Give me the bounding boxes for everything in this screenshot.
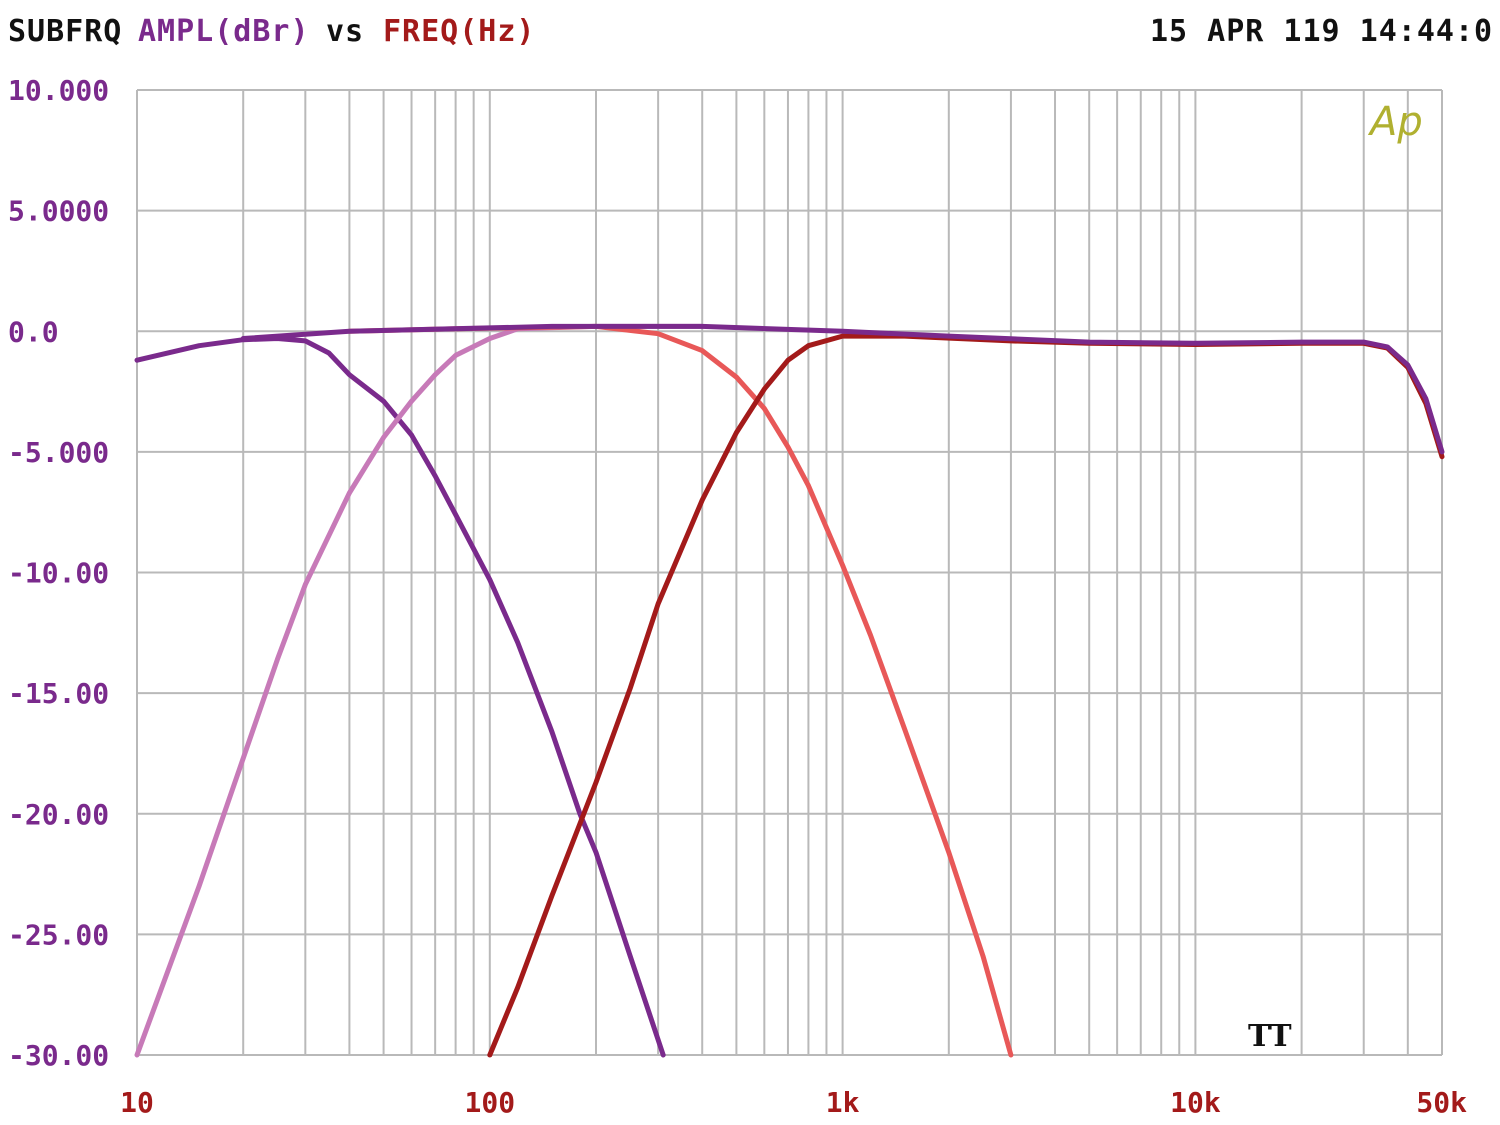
- x-tick-label: 1k: [826, 1086, 860, 1119]
- series-line-5: [240, 323, 1445, 455]
- y-tick-label: -30.00: [8, 1039, 109, 1072]
- y-tick-label: -15.00: [8, 677, 109, 710]
- y-tick-label: -20.00: [8, 798, 109, 831]
- timestamp: 15 APR 119 14:44:0: [1150, 14, 1494, 49]
- marker-label: TT: [1248, 1019, 1292, 1054]
- x-axis-quantity: FREQ(Hz): [383, 14, 536, 49]
- series-line-1: [134, 336, 666, 1058]
- chart-series-group: [134, 323, 1445, 1058]
- y-tick-label: 5.0000: [8, 195, 109, 228]
- chart-grid: [136, 89, 1443, 1056]
- measurement-label: SUBFRQ: [8, 14, 123, 49]
- y-tick-label: 0.0: [8, 315, 59, 348]
- y-tick-label: 10.000: [8, 74, 109, 107]
- y-tick-label: -5.000: [8, 436, 109, 469]
- series-line-3: [346, 323, 1014, 1058]
- chart-tick-labels: 10.000 5.0000 0.0 -5.000 -10.00 -15.00 -20.00 -…: [8, 74, 1467, 1119]
- series-line-4: [487, 333, 1445, 1058]
- chart-header: SUBFRQ AMPL(dBr) vs FREQ(Hz) 15 APR 119 …: [0, 14, 1500, 64]
- vs-label: vs: [326, 14, 365, 49]
- x-tick-label: 50k: [1416, 1086, 1467, 1119]
- x-tick-label: 100: [465, 1086, 516, 1119]
- y-axis-quantity: AMPL(dBr): [138, 14, 310, 49]
- x-tick-label: 10k: [1170, 1086, 1221, 1119]
- y-tick-label: -10.00: [8, 557, 109, 590]
- y-tick-label: -25.00: [8, 918, 109, 951]
- audio-precision-logo: Ap: [1367, 99, 1423, 145]
- series-line-2: [134, 323, 705, 1058]
- x-tick-label: 10: [120, 1086, 154, 1119]
